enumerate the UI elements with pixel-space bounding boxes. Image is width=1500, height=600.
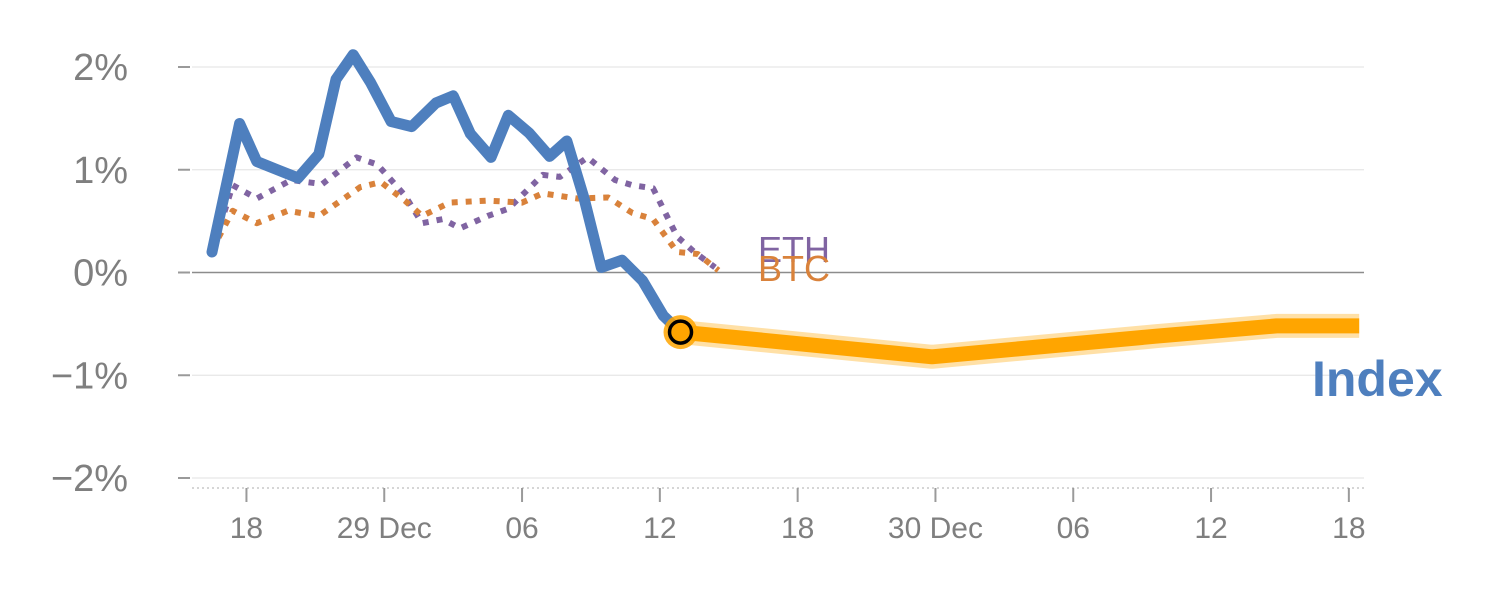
x-tick-label: 06 [1057, 512, 1090, 545]
series-labels: ETH BTC Index [758, 229, 1443, 407]
y-tick-label: 2% [73, 47, 128, 89]
current-point-marker [667, 319, 694, 345]
y-tick-label: 1% [73, 150, 128, 192]
x-tick-label: 12 [1194, 512, 1227, 545]
series-label-eth: ETH [758, 229, 830, 270]
series-layer [206, 49, 1360, 369]
x-tick-label: 18 [1332, 512, 1365, 545]
x-tick-label: 18 [230, 512, 263, 545]
series-line-index [206, 49, 686, 338]
x-tick-label: 29 Dec [337, 512, 432, 545]
x-tick-label: 30 Dec [888, 512, 983, 545]
gridlines [192, 66, 1364, 479]
y-tick-label: −2% [51, 458, 128, 500]
x-tick-label: 12 [643, 512, 676, 545]
series-label-btc: BTC [758, 248, 830, 289]
series-line-eth [209, 154, 717, 270]
y-tick-label: −1% [51, 355, 128, 397]
x-tick-label: 06 [505, 512, 538, 545]
series-line-btc [209, 179, 721, 273]
forecast-line [679, 318, 1360, 365]
y-tick-label: 0% [73, 253, 128, 295]
x-tick-label: 18 [781, 512, 814, 545]
axes: 2% 1% 0% −1% −2% 18 29 Dec 06 12 18 30 Dec 06 12 18 [51, 47, 1366, 545]
series-label-index: Index [1312, 351, 1443, 407]
